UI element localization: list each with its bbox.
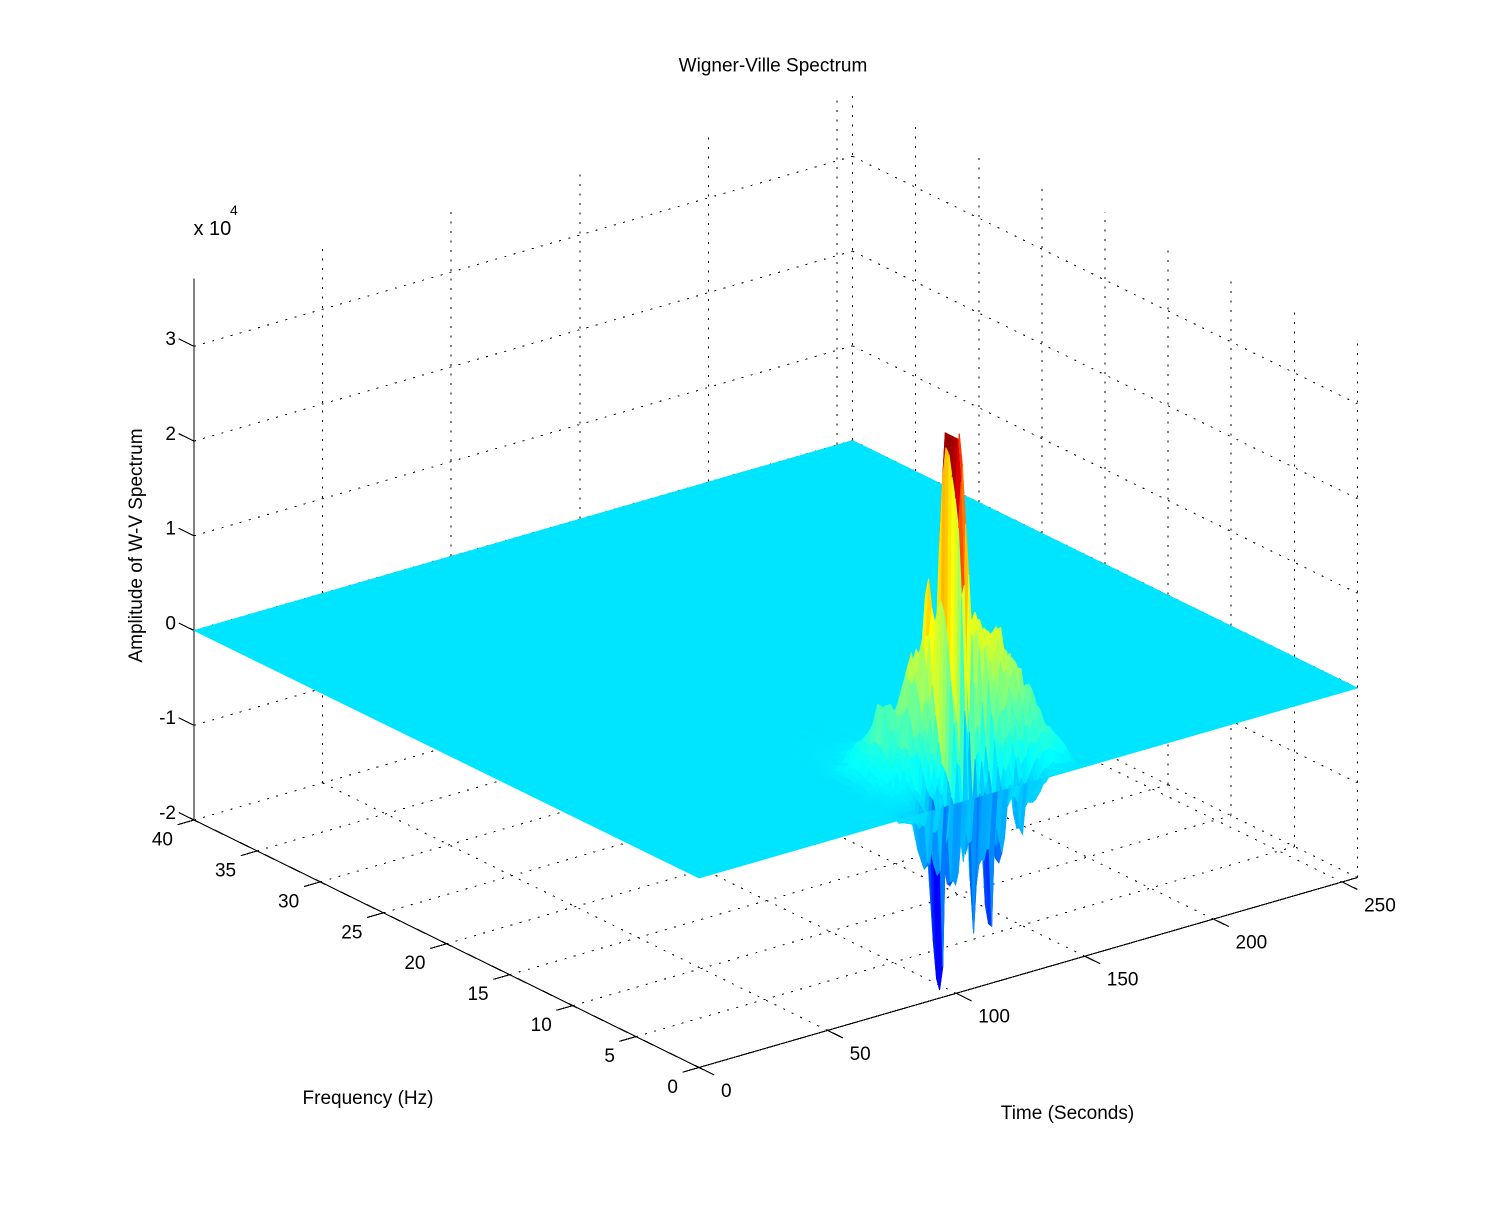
svg-text:5: 5 [604,1046,615,1067]
svg-text:25: 25 [341,922,362,943]
svg-text:200: 200 [1236,933,1268,954]
svg-text:1: 1 [165,519,176,540]
svg-text:50: 50 [850,1044,871,1065]
svg-text:20: 20 [404,953,425,974]
svg-text:Time (Seconds): Time (Seconds) [1001,1103,1134,1124]
svg-text:10: 10 [531,1015,552,1036]
svg-text:x 10: x 10 [194,218,232,240]
svg-text:Wigner-Ville Spectrum: Wigner-Ville Spectrum [679,55,868,76]
svg-text:3: 3 [165,329,176,350]
svg-text:0: 0 [165,613,176,634]
svg-text:250: 250 [1364,895,1396,916]
svg-text:2: 2 [165,424,176,445]
svg-text:Frequency (Hz): Frequency (Hz) [303,1088,434,1109]
svg-text:-1: -1 [159,708,176,729]
svg-text:40: 40 [152,830,173,851]
svg-text:Amplitude of W-V Spectrum: Amplitude of W-V Spectrum [126,428,147,662]
svg-text:100: 100 [978,1007,1010,1028]
svg-text:35: 35 [215,860,236,881]
svg-text:-2: -2 [159,803,176,824]
svg-text:15: 15 [467,984,488,1005]
svg-text:0: 0 [667,1077,678,1098]
svg-text:30: 30 [278,891,299,912]
svg-text:0: 0 [721,1081,732,1102]
svg-text:4: 4 [230,202,238,218]
svg-text:150: 150 [1107,970,1139,991]
